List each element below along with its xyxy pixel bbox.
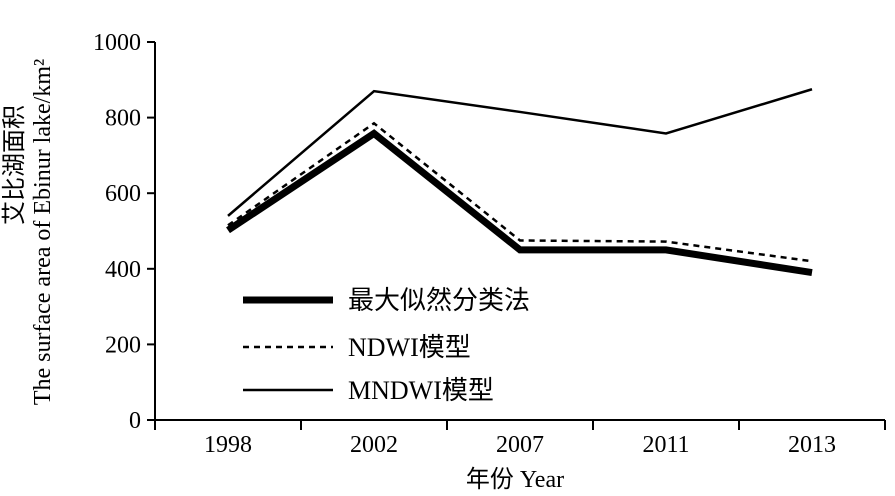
legend: 最大似然分类法 NDWI模型 MNDWI模型 (243, 286, 530, 405)
series-layer (226, 88, 813, 277)
y-tick-label: 600 (105, 181, 141, 207)
y-tick-label: 0 (129, 408, 141, 434)
x-axis-title: 年份 Year (466, 466, 564, 493)
y-tick-label: 400 (105, 257, 141, 283)
y-axis-title-line1: 艾比湖面积 (1, 105, 28, 225)
legend-label-2: MNDWI模型 (348, 376, 494, 405)
x-tick-label: 1998 (204, 432, 252, 458)
axes: 0 200 400 600 800 1000 1998 2002 2007 2011 2013 (93, 30, 886, 458)
y-tick-label: 1000 (93, 30, 141, 56)
x-tick-label: 2013 (788, 432, 836, 458)
y-tick-label: 200 (105, 332, 141, 358)
x-tick-label: 2007 (496, 432, 544, 458)
series-line-0 (226, 129, 813, 277)
legend-label-1: NDWI模型 (348, 333, 471, 362)
y-tick-label: 800 (105, 106, 141, 132)
x-tick-label: 2002 (350, 432, 398, 458)
x-tick-label: 2011 (642, 432, 689, 458)
y-axis-title-line2: The surface area of Ebinur lake/km² (30, 59, 56, 405)
legend-label-0: 最大似然分类法 (348, 286, 530, 315)
series-line-2 (227, 88, 813, 217)
